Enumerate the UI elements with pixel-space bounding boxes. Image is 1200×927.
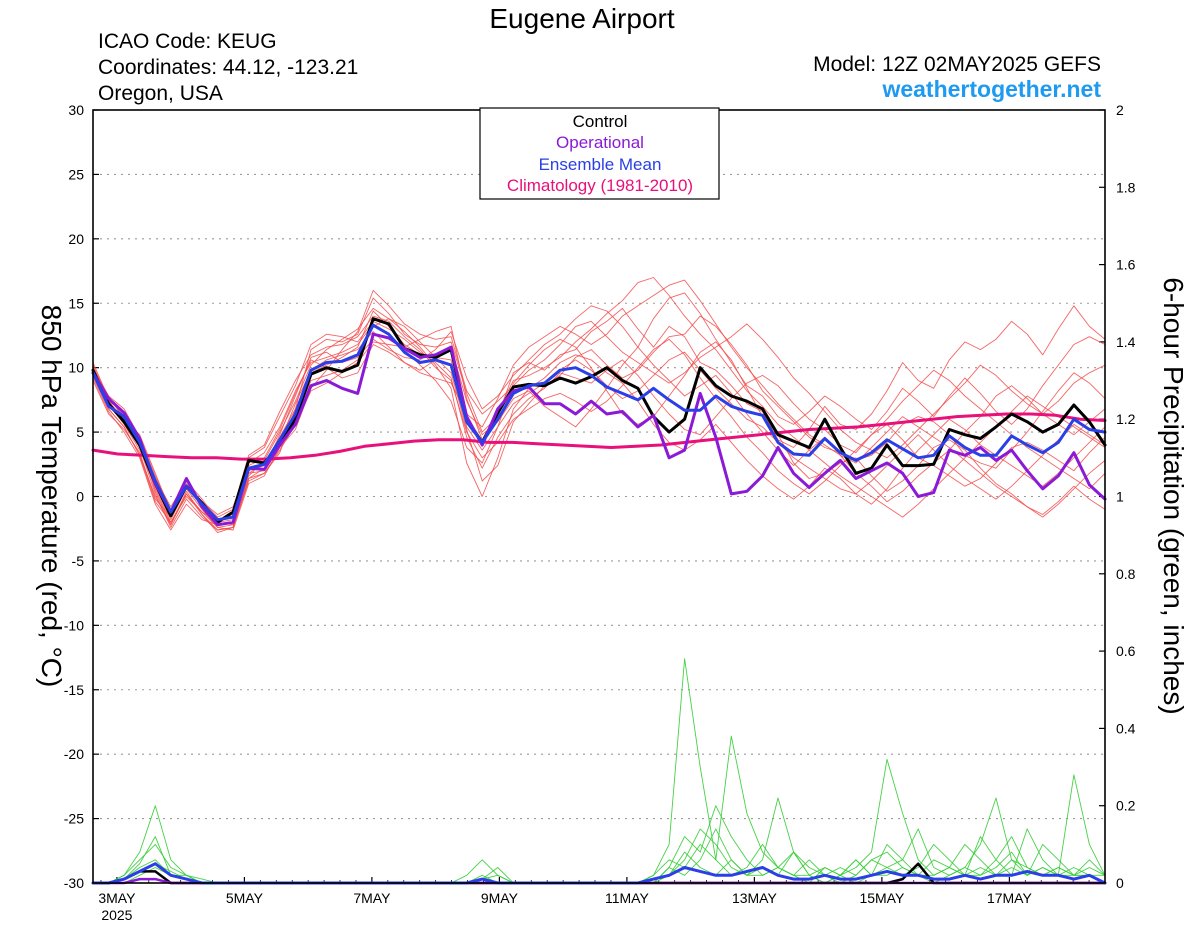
right-tick-label: 1.2 — [1116, 411, 1136, 427]
right-tick-label: 1.4 — [1116, 334, 1136, 350]
left-tick-label: 10 — [68, 360, 84, 376]
left-axis-ticks: -30 -25 -20 -15 -10 -5 0 5 10 15 20 25 30 — [64, 102, 99, 891]
model-run: Model: 12Z 02MAY2025 GEFS — [813, 53, 1101, 76]
legend: Control Operational Ensemble Mean Climat… — [479, 107, 720, 200]
coordinates: Coordinates: 44.12, -123.21 — [98, 56, 358, 79]
legend-box — [479, 107, 720, 200]
right-tick-label: 2 — [1116, 102, 1124, 118]
x-tick-label: 11MAY — [605, 890, 649, 906]
right-tick-label: 0.6 — [1116, 643, 1136, 659]
left-tick-label: -10 — [64, 617, 84, 633]
legend-climatology: Climatology (1981-2010) — [507, 176, 693, 195]
icao-code: ICAO Code: KEUG — [98, 30, 277, 53]
left-tick-label: -15 — [64, 682, 84, 698]
right-tick-label: 1.6 — [1116, 257, 1136, 273]
left-tick-label: 25 — [68, 166, 84, 182]
left-tick-label: 15 — [68, 295, 84, 311]
right-tick-label: 0.2 — [1116, 798, 1136, 814]
left-tick-label: 0 — [76, 489, 84, 505]
right-axis-title: 6-hour Precipitation (green, inches) — [1158, 277, 1189, 714]
left-axis-title: 850 hPa Temperature (red, °C) — [36, 305, 67, 688]
left-tick-label: 5 — [76, 424, 84, 440]
x-tick-label: 13MAY — [732, 890, 778, 906]
left-tick-label: -5 — [72, 553, 85, 569]
region: Oregon, USA — [98, 82, 223, 105]
member-temp-line-4 — [92, 289, 1106, 531]
left-tick-label: -25 — [64, 811, 84, 827]
control-temp-line — [91, 317, 1107, 524]
x-tick-label: 5MAY — [226, 890, 264, 906]
right-tick-label: 0.4 — [1116, 720, 1136, 736]
x-tick-label: 3MAY — [98, 890, 136, 906]
right-axis-ticks: 0 0.2 0.4 0.6 0.8 1 1.2 1.4 1.6 1.8 2 — [1099, 102, 1136, 891]
left-tick-label: -20 — [64, 746, 84, 762]
member-temp-line-3 — [92, 323, 1106, 518]
x-tick-label: 17MAY — [987, 890, 1033, 906]
x-tick-label: 9MAY — [481, 890, 519, 906]
member-temp-line-6 — [92, 320, 1106, 521]
site-credit: weathertogether.net — [881, 76, 1101, 102]
ensemble-mean-temp-line — [91, 323, 1107, 522]
x-tick-label: 7MAY — [353, 890, 391, 906]
climatology-temp-line — [91, 412, 1107, 461]
operational-temp-line — [91, 332, 1107, 527]
right-tick-label: 0.8 — [1116, 566, 1136, 582]
left-tick-label: 30 — [68, 102, 84, 118]
right-tick-label: 1.8 — [1116, 179, 1136, 195]
member-temp-line-8 — [92, 318, 1106, 523]
left-tick-label: -30 — [64, 875, 84, 891]
x-tick-label: 15MAY — [859, 890, 905, 906]
legend-ensemble-mean: Ensemble Mean — [539, 155, 662, 174]
chart-title: Eugene Airport — [489, 3, 674, 34]
x-tick-year: 2025 — [101, 907, 132, 923]
right-tick-label: 0 — [1116, 875, 1124, 891]
left-tick-label: 20 — [68, 231, 84, 247]
legend-control: Control — [573, 112, 628, 131]
legend-operational: Operational — [556, 133, 644, 152]
right-tick-label: 1 — [1116, 489, 1124, 505]
